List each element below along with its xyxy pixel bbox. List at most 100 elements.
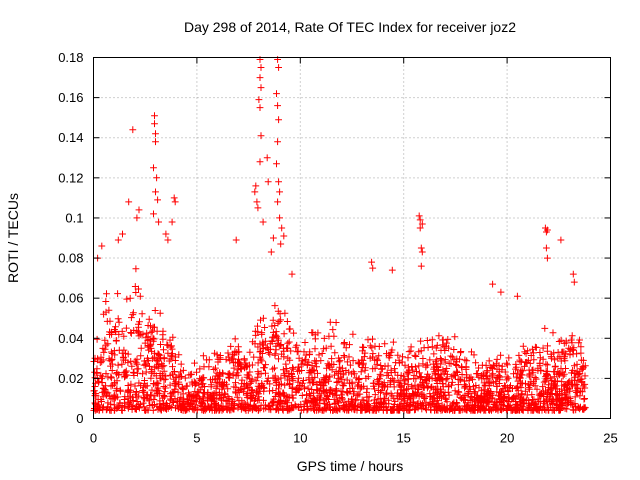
data-point-marker	[360, 396, 368, 404]
data-point-marker	[560, 355, 568, 362]
data-point-marker	[576, 336, 583, 344]
data-point-marker	[277, 240, 285, 248]
data-point-marker	[331, 349, 339, 357]
data-point-marker	[408, 363, 416, 370]
data-point-marker	[294, 347, 302, 355]
data-point-marker	[571, 400, 579, 407]
data-point-marker	[136, 292, 144, 300]
data-point-marker	[493, 405, 501, 413]
data-point-marker	[552, 401, 560, 409]
data-point-marker	[504, 387, 512, 395]
data-point-marker	[509, 385, 516, 392]
data-point-marker	[493, 383, 501, 390]
data-point-marker	[334, 398, 342, 406]
data-point-marker	[425, 375, 433, 382]
data-point-marker	[270, 234, 277, 242]
data-point-marker	[370, 379, 378, 387]
data-point-marker	[411, 392, 419, 400]
data-point-marker	[149, 323, 157, 331]
data-point-marker	[542, 360, 550, 368]
data-point-marker	[423, 379, 430, 387]
data-point-marker	[255, 393, 263, 401]
data-point-marker	[471, 388, 479, 396]
data-point-marker	[162, 230, 170, 238]
data-point-marker	[437, 385, 444, 393]
data-point-marker	[248, 394, 256, 401]
data-point-marker	[285, 406, 293, 413]
data-point-marker	[99, 406, 107, 414]
data-point-marker	[171, 368, 178, 375]
data-point-marker	[120, 332, 128, 340]
data-point-marker	[103, 318, 111, 325]
data-point-marker	[129, 369, 137, 376]
data-point-marker	[375, 343, 383, 350]
data-point-marker	[252, 377, 260, 385]
data-point-marker	[313, 363, 320, 371]
data-point-marker	[325, 396, 332, 403]
data-point-marker	[168, 345, 176, 353]
data-point-marker	[487, 390, 495, 397]
data-point-marker	[490, 362, 498, 370]
data-point-marker	[141, 357, 148, 365]
data-point-marker	[275, 64, 282, 71]
data-point-marker	[462, 396, 469, 404]
data-point-marker	[148, 348, 155, 355]
data-point-marker	[559, 400, 567, 408]
data-point-marker	[256, 158, 264, 166]
data-point-marker	[101, 336, 109, 344]
data-point-marker	[154, 406, 162, 413]
data-point-marker	[437, 371, 445, 379]
data-point-marker	[130, 327, 138, 334]
data-point-marker	[371, 365, 379, 372]
data-point-marker	[326, 373, 334, 381]
data-point-marker	[151, 112, 158, 120]
data-point-marker	[390, 394, 398, 402]
data-point-marker	[205, 356, 213, 364]
data-point-marker	[211, 349, 218, 357]
data-point-marker	[279, 406, 286, 413]
data-point-marker	[390, 383, 398, 391]
data-point-marker	[249, 338, 256, 346]
data-point-marker	[424, 384, 431, 392]
data-point-marker	[246, 380, 254, 387]
data-point-marker	[115, 318, 123, 326]
data-point-marker	[369, 264, 377, 272]
data-point-marker	[514, 292, 521, 300]
data-point-marker	[225, 399, 233, 407]
data-point-marker	[93, 335, 101, 343]
data-point-marker	[493, 365, 501, 373]
data-point-marker	[121, 393, 129, 400]
data-point-marker	[539, 344, 547, 352]
data-point-marker	[327, 342, 335, 350]
data-point-marker	[108, 367, 116, 374]
x-tick-label: 15	[396, 431, 410, 446]
data-point-marker	[145, 315, 153, 323]
data-point-marker	[144, 354, 151, 362]
data-point-marker	[455, 381, 462, 388]
data-point-marker	[573, 350, 580, 358]
data-point-marker	[124, 394, 132, 402]
data-point-marker	[514, 369, 521, 377]
data-point-marker	[272, 342, 280, 350]
data-point-marker	[510, 370, 517, 378]
data-point-marker	[266, 350, 274, 358]
data-point-marker	[121, 399, 129, 407]
data-point-marker	[288, 375, 296, 382]
data-point-marker	[299, 379, 306, 387]
data-point-marker	[212, 364, 219, 372]
data-point-marker	[519, 342, 527, 350]
data-point-marker	[126, 294, 134, 302]
data-point-marker	[373, 398, 380, 406]
data-point-marker	[268, 337, 276, 345]
y-tick-label: 0	[76, 411, 83, 426]
data-point-marker	[275, 398, 282, 406]
data-point-marker	[295, 386, 303, 393]
data-point-marker	[417, 244, 425, 252]
data-point-marker	[371, 402, 378, 410]
data-point-marker	[257, 84, 265, 91]
data-point-marker	[377, 389, 384, 396]
data-point-marker	[461, 356, 469, 364]
data-point-marker	[381, 340, 389, 348]
data-point-marker	[315, 351, 323, 359]
data-point-marker	[109, 360, 116, 368]
